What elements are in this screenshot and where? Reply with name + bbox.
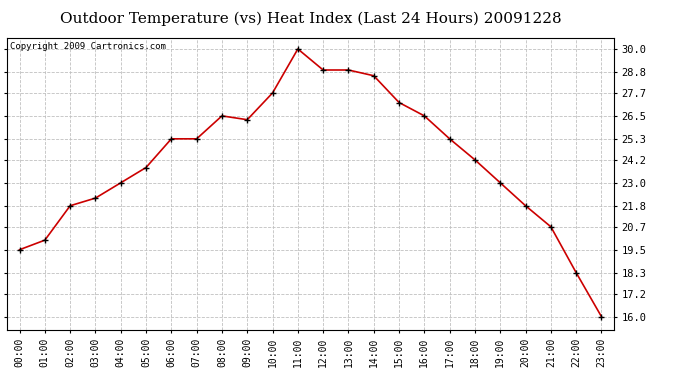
Text: Copyright 2009 Cartronics.com: Copyright 2009 Cartronics.com — [10, 42, 166, 51]
Text: Outdoor Temperature (vs) Heat Index (Last 24 Hours) 20091228: Outdoor Temperature (vs) Heat Index (Las… — [60, 11, 561, 26]
